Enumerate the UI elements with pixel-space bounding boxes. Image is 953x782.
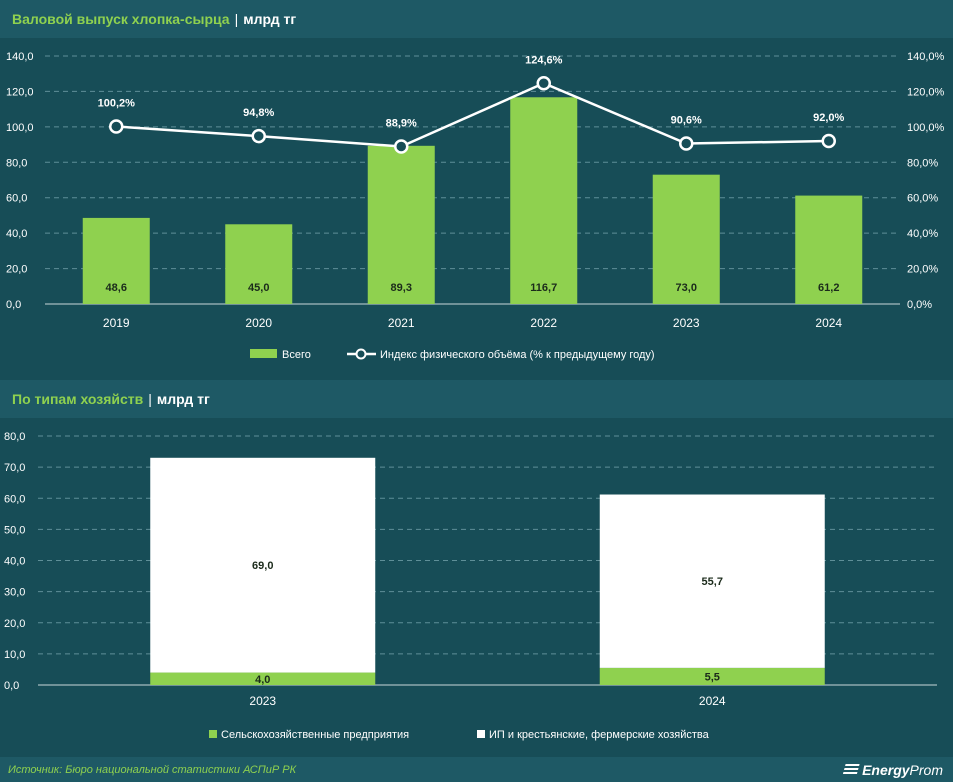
y2-tick-label: 120,0% — [907, 86, 945, 98]
bar-value-label: 73,0 — [676, 282, 697, 294]
legend-bar-label: Всего — [282, 349, 311, 361]
y-tick-label: 60,0 — [6, 193, 27, 205]
chart2-header: По типам хозяйств | млрд тг — [0, 380, 953, 418]
y-tick-label: 10,0 — [4, 649, 25, 661]
line-value-label: 124,6% — [525, 54, 563, 66]
y2-tick-label: 60,0% — [907, 193, 938, 205]
bar-2019 — [82, 217, 150, 304]
bar-agri-2023 — [150, 672, 376, 685]
logo-icon — [842, 763, 860, 776]
x-tick-label: 2023 — [249, 694, 276, 708]
y-tick-label: 40,0 — [4, 556, 25, 568]
bar-agri-2024 — [599, 667, 825, 685]
y2-tick-label: 80,0% — [907, 157, 938, 169]
y-tick-label: 120,0 — [6, 86, 34, 98]
chart2-unit: млрд тг — [156, 391, 210, 407]
chart1-unit: млрд тг — [243, 11, 297, 27]
y-tick-label: 80,0 — [4, 431, 25, 443]
line-point — [251, 128, 266, 144]
y2-tick-label: 20,0% — [907, 264, 938, 276]
chart2-plot: 0,0 10,0 20,0 30,0 40,0 50,0 60,0 70,0 80,0 4,0 69… — [4, 431, 937, 741]
footer: Источник: Бюро национальной статистики А… — [0, 757, 953, 782]
legend-ip-label: ИП и крестьянские, фермерские хозяйства — [489, 729, 710, 741]
x-tick-label: 2024 — [815, 316, 842, 330]
line-value-label: 92,0% — [813, 112, 844, 124]
bar-2024 — [795, 195, 863, 304]
title-separator: | — [234, 11, 239, 27]
line-point — [394, 139, 409, 154]
bar-value-label: 45,0 — [248, 282, 269, 294]
y2-tick-label: 0,0% — [907, 299, 932, 311]
y-tick-label: 0,0 — [4, 680, 19, 692]
bar-value-label: 89,3 — [391, 282, 412, 294]
bar-2021 — [367, 145, 435, 304]
x-tick-label: 2019 — [103, 316, 130, 330]
bar-value-label: 61,2 — [818, 282, 839, 294]
title-separator: | — [148, 391, 152, 407]
y2-tick-label: 40,0% — [907, 228, 938, 240]
y-tick-label: 30,0 — [4, 587, 25, 599]
legend-line-marker — [355, 348, 367, 360]
x-tick-label: 2021 — [388, 316, 415, 330]
energyprom-logo: Energy Prom — [842, 761, 943, 778]
x-tick-label: 2022 — [530, 316, 557, 330]
bar-2022 — [510, 97, 578, 304]
y-tick-label: 20,0 — [4, 618, 25, 630]
bar-ip-2023 — [150, 457, 376, 673]
bar-ip-2024 — [599, 494, 825, 668]
line-value-label: 100,2% — [98, 98, 136, 110]
bar-agri-value: 4,0 — [255, 674, 270, 686]
line-value-label: 88,9% — [386, 118, 417, 130]
y-tick-label: 100,0 — [6, 122, 34, 134]
chart2-title: По типам хозяйств — [12, 391, 144, 407]
chart1-plot: 0,0 0,0% 20,0 20,0% 40,0 40,0% 60,0 60,0% 80,0 80… — [6, 51, 945, 361]
logo-text-a: Energy — [862, 761, 910, 778]
line-point — [109, 119, 124, 134]
x-tick-label: 2024 — [699, 694, 726, 708]
y-tick-label: 140,0 — [6, 51, 34, 63]
bar-2023 — [652, 174, 720, 304]
source-text: Источник: Бюро национальной статистики А… — [8, 763, 297, 776]
y-tick-label: 0,0 — [6, 299, 21, 311]
legend-agri-label: Сельскохозяйственные предприятия — [221, 729, 409, 741]
y-tick-label: 60,0 — [4, 493, 25, 505]
y2-tick-label: 100,0% — [907, 122, 945, 134]
x-tick-label: 2020 — [245, 316, 272, 330]
index-line — [116, 81, 829, 148]
bar-ip-value: 55,7 — [702, 576, 723, 588]
legend-bar-swatch — [250, 349, 277, 358]
legend-agri-swatch — [209, 730, 217, 738]
x-tick-label: 2023 — [673, 316, 700, 330]
chart1-title: Валовой выпуск хлопка-сырца — [12, 11, 230, 27]
legend-ip-swatch — [477, 730, 485, 738]
chart1-header: Валовой выпуск хлопка-сырца | млрд тг — [0, 0, 953, 38]
y-tick-label: 40,0 — [6, 228, 27, 240]
y-tick-label: 80,0 — [6, 157, 27, 169]
line-value-label: 94,8% — [243, 107, 274, 119]
line-value-label: 90,6% — [671, 115, 702, 127]
bar-value-label: 48,6 — [106, 282, 127, 294]
line-point — [536, 76, 551, 91]
line-point — [679, 136, 694, 151]
y-tick-label: 50,0 — [4, 524, 25, 536]
bar-value-label: 116,7 — [530, 282, 557, 294]
bar-ip-value: 69,0 — [252, 560, 273, 572]
legend-line-label: Индекс физического объёма (% к предыдуще… — [380, 349, 655, 361]
bar-2020 — [225, 224, 293, 304]
y2-tick-label: 140,0% — [907, 51, 945, 63]
y-tick-label: 20,0 — [6, 264, 27, 276]
line-point — [821, 133, 836, 149]
bar-agri-value: 5,5 — [705, 671, 720, 683]
y-tick-label: 70,0 — [4, 462, 25, 474]
logo-text-b: Prom — [909, 761, 943, 778]
